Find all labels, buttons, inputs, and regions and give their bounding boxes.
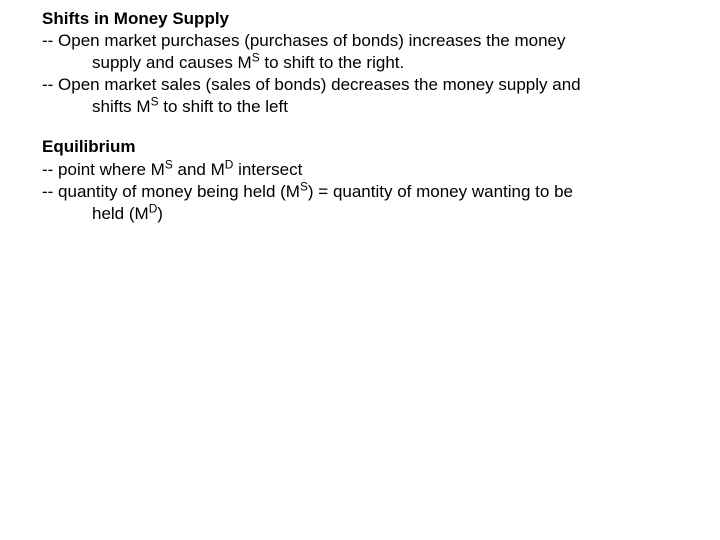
section-equilibrium: Equilibrium -- point where MS and MD int… [42, 136, 678, 224]
superscript-s: S [300, 179, 308, 193]
section-shifts: Shifts in Money Supply -- Open market pu… [42, 8, 678, 118]
heading-equilibrium: Equilibrium [42, 136, 678, 158]
bullet-text: -- quantity of money being held (MS) = q… [42, 181, 678, 203]
superscript-s: S [151, 95, 159, 109]
bullet-continuation: supply and causes MS to shift to the rig… [42, 52, 678, 74]
bullet-text: -- point where MS and MD intersect [42, 159, 678, 181]
superscript-s: S [252, 51, 260, 65]
heading-shifts: Shifts in Money Supply [42, 8, 678, 30]
bullet-quantity: -- quantity of money being held (MS) = q… [42, 181, 678, 225]
bullet-open-market-sales: -- Open market sales (sales of bonds) de… [42, 74, 678, 118]
bullet-text: -- Open market sales (sales of bonds) de… [42, 74, 678, 96]
superscript-d: D [149, 201, 158, 215]
bullet-open-market-purchases: -- Open market purchases (purchases of b… [42, 30, 678, 74]
superscript-s: S [165, 157, 173, 171]
bullet-continuation: held (MD) [42, 203, 678, 225]
bullet-intersect: -- point where MS and MD intersect [42, 159, 678, 181]
bullet-continuation: shifts MS to shift to the left [42, 96, 678, 118]
bullet-text: -- Open market purchases (purchases of b… [42, 30, 678, 52]
